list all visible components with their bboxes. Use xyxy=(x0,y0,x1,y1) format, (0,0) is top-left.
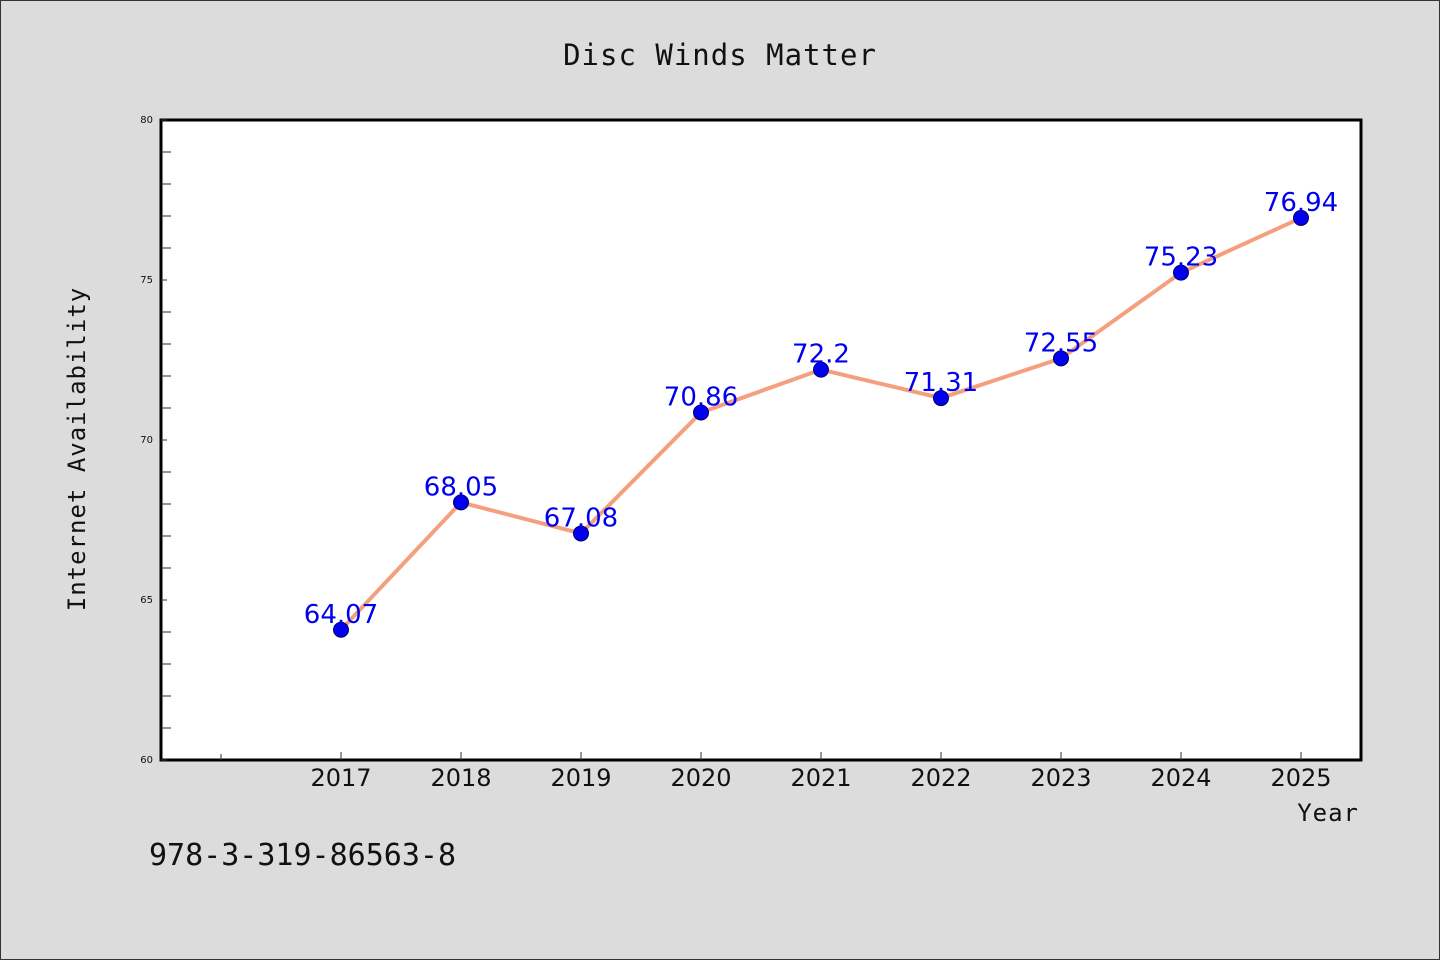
data-label: 64.07 xyxy=(304,600,378,630)
y-axis-title: Internet Availability xyxy=(63,287,91,611)
data-point xyxy=(333,621,349,638)
footer-code: 978-3-319-86563-8 xyxy=(149,838,456,873)
chart-title: Disc Winds Matter xyxy=(563,38,877,72)
series-group: 64.07 68.05 67.08 70.86 72.2 71.31 72.55 75.23 7… xyxy=(304,188,1338,638)
x-axis-ticks: 2017 2018 2019 2020 2021 2022 2023 2024 2025 xyxy=(220,752,1332,792)
data-label: 72.2 xyxy=(792,340,850,370)
data-label: 76.94 xyxy=(1264,188,1338,218)
data-point xyxy=(1293,209,1309,226)
y-axis-ticks: 60 65 70 75 80 xyxy=(140,115,171,766)
y-tick-label: 65 xyxy=(140,595,153,606)
data-point xyxy=(693,404,709,421)
data-label: 67.08 xyxy=(544,503,618,533)
x-tick-label: 2017 xyxy=(310,764,371,792)
y-tick-label: 80 xyxy=(140,115,153,126)
data-point xyxy=(1053,350,1069,367)
data-point xyxy=(813,361,829,378)
x-tick-label: 2021 xyxy=(790,764,851,792)
x-tick-label: 2024 xyxy=(1150,764,1211,792)
data-label: 70.86 xyxy=(664,382,738,412)
data-label: 68.05 xyxy=(424,472,498,502)
x-tick-label: 2022 xyxy=(910,764,971,792)
data-point xyxy=(453,494,469,511)
x-tick-label: 2019 xyxy=(550,764,611,792)
data-label: 71.31 xyxy=(904,368,978,398)
y-tick-label: 75 xyxy=(140,275,153,286)
x-tick-label: 2023 xyxy=(1030,764,1091,792)
x-tick-label: 2020 xyxy=(670,764,731,792)
data-point xyxy=(1173,264,1189,281)
x-axis-title: Year xyxy=(1297,799,1359,827)
y-tick-label: 70 xyxy=(140,435,153,446)
plot-area xyxy=(159,118,1363,762)
data-point xyxy=(573,525,589,542)
data-point xyxy=(933,390,949,407)
x-tick-label: 2025 xyxy=(1270,764,1331,792)
y-tick-label: 60 xyxy=(140,755,153,766)
data-label: 72.55 xyxy=(1024,328,1098,358)
data-label: 75.23 xyxy=(1144,243,1218,273)
x-tick-label: 2018 xyxy=(430,764,491,792)
